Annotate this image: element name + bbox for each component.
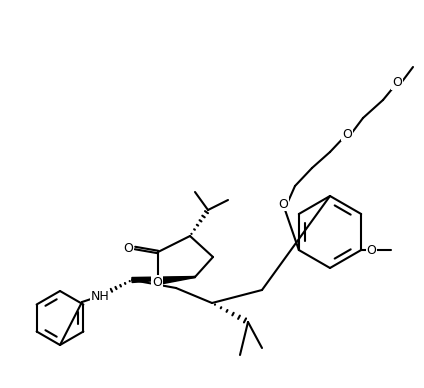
Text: O: O: [392, 76, 402, 90]
Text: O: O: [278, 197, 288, 211]
Text: O: O: [366, 244, 376, 256]
Text: O: O: [152, 275, 162, 289]
Polygon shape: [158, 277, 195, 284]
Text: NH: NH: [91, 289, 109, 303]
Text: O: O: [342, 128, 352, 140]
Text: O: O: [123, 241, 133, 255]
Polygon shape: [132, 277, 195, 282]
